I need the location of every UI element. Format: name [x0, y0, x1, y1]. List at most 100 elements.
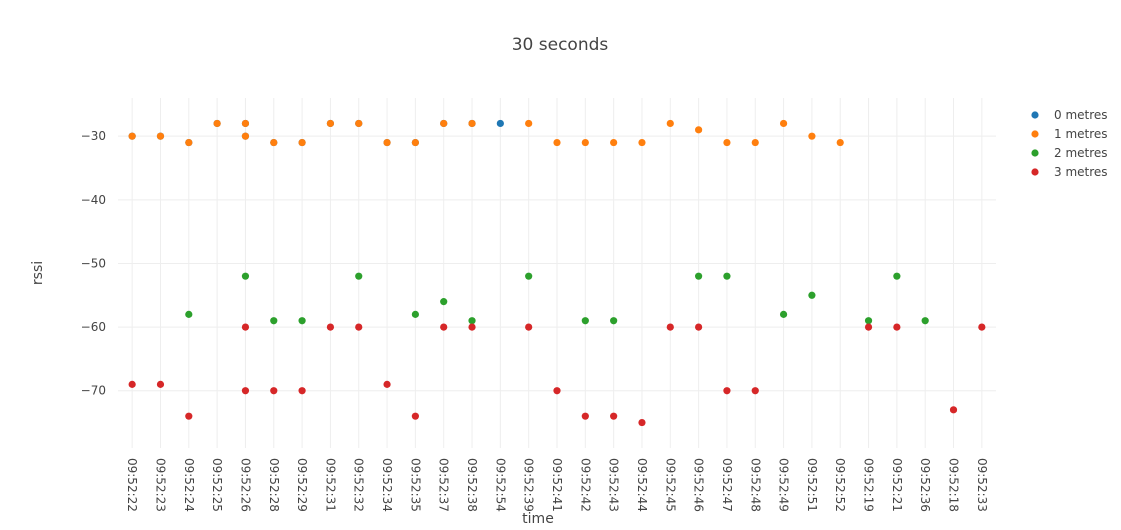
data-point-series-2	[411, 310, 419, 318]
data-point-series-1	[411, 138, 419, 147]
data-point-series-3	[553, 387, 561, 395]
x-tick-label: 09:52:34	[380, 458, 394, 512]
x-tick-label: 09:52:38	[465, 458, 479, 512]
gridlines	[118, 98, 996, 448]
x-tick-label: 09:52:29	[295, 458, 309, 512]
data-point-series-3	[270, 387, 278, 395]
data-point-series-1	[298, 138, 306, 147]
data-point-series-3	[695, 323, 703, 331]
legend-marker	[1031, 111, 1039, 119]
x-tick-label: 09:52:48	[748, 458, 762, 512]
legend-label: 0 metres	[1054, 108, 1108, 122]
data-point-series-1	[270, 138, 278, 147]
y-tick-label: −50	[81, 256, 106, 270]
legend-marker	[1031, 168, 1039, 176]
data-point-series-3	[156, 380, 165, 388]
data-point-series-2	[270, 317, 278, 325]
data-point-series-2	[723, 272, 731, 280]
x-tick-label: 09:52:47	[720, 458, 734, 512]
data-point-series-1	[128, 132, 136, 140]
data-point-series-3	[241, 323, 250, 331]
legend: 0 metres 1 metres 2 metres 3 metres	[1031, 108, 1108, 179]
x-tick-label: 09:52:31	[323, 458, 337, 512]
data-point-series-2	[808, 291, 816, 299]
data-point-series-1	[808, 132, 816, 140]
data-point-series-3	[326, 323, 335, 331]
x-tick-label: 09:52:22	[125, 458, 139, 512]
data-point-series-3	[949, 406, 958, 414]
data-point-series-2	[779, 310, 788, 318]
x-tick-label: 09:52:51	[805, 458, 819, 512]
data-point-series-1	[440, 119, 448, 128]
data-point-series-1	[213, 119, 221, 128]
x-tick-label: 09:52:43	[607, 458, 621, 512]
x-tick-label: 09:52:35	[408, 458, 422, 512]
data-point-series-1	[468, 119, 476, 128]
x-tick-label: 09:52:28	[267, 458, 281, 512]
data-point-series-3	[128, 380, 136, 388]
x-tick-label: 09:52:49	[777, 458, 791, 512]
data-point-series-2	[525, 272, 533, 280]
data-point-series-3	[638, 418, 646, 427]
data-point-series-1	[581, 138, 589, 147]
data-point-series-2	[440, 298, 448, 306]
data-point-series-1	[751, 138, 759, 147]
data-point-series-1	[326, 119, 335, 128]
data-point-series-2	[864, 317, 873, 325]
data-point-series-2	[355, 272, 363, 280]
data-point-series-1	[610, 138, 618, 147]
data-point-series-3	[241, 387, 250, 395]
x-axis-title: time	[522, 511, 554, 527]
data-point-series-2	[695, 272, 703, 280]
data-point-series-1	[836, 138, 844, 147]
data-point-series-2	[298, 317, 306, 325]
data-point-series-2	[921, 317, 929, 325]
x-tick-label: 09:52:41	[550, 458, 564, 512]
x-tick-label: 09:52:21	[890, 458, 904, 512]
data-point-series-1	[383, 138, 391, 147]
x-tick-label: 09:52:36	[918, 458, 932, 512]
data-point-series-2	[468, 317, 476, 325]
legend-marker	[1031, 130, 1039, 138]
legend-label: 3 metres	[1054, 165, 1108, 179]
data-point-series-3	[666, 323, 674, 331]
data-point-series-1	[638, 138, 646, 147]
data-point-series-1	[241, 132, 250, 140]
data-point-series-2	[893, 272, 901, 280]
data-point-series-3	[893, 323, 901, 331]
x-tick-label: 09:52:26	[238, 458, 252, 512]
data-points	[128, 119, 986, 427]
data-point-series-1	[156, 132, 165, 140]
data-point-series-0	[496, 119, 504, 128]
y-axis-title: rssi	[30, 261, 46, 285]
y-tick-label: −60	[81, 320, 106, 334]
x-tick-label: 09:52:39	[522, 458, 536, 512]
x-tick-label: 09:52:46	[692, 458, 706, 512]
x-tick-label: 09:52:45	[663, 458, 677, 512]
data-point-series-1	[723, 138, 731, 147]
x-tick-label: 09:52:44	[635, 458, 649, 512]
data-point-series-1	[553, 138, 561, 147]
data-point-series-3	[383, 380, 391, 388]
data-point-series-1	[666, 119, 674, 128]
data-point-series-3	[610, 412, 618, 420]
y-axis-ticks: −30 −40 −50 −60 −70	[81, 129, 106, 398]
x-tick-label: 09:52:42	[578, 458, 592, 512]
legend-label: 2 metres	[1054, 146, 1108, 160]
y-tick-label: −30	[81, 129, 106, 143]
legend-label: 1 metres	[1054, 127, 1108, 141]
y-tick-label: −40	[81, 193, 106, 207]
x-tick-label: 09:52:24	[182, 458, 196, 512]
data-point-series-1	[241, 119, 250, 128]
data-point-series-2	[185, 310, 193, 318]
x-tick-label: 09:52:52	[833, 458, 847, 512]
data-point-series-3	[978, 323, 986, 331]
data-point-series-3	[298, 387, 306, 395]
x-tick-label: 09:52:23	[153, 458, 167, 512]
x-tick-label: 09:52:37	[437, 458, 451, 512]
data-point-series-1	[695, 126, 703, 134]
x-tick-label: 09:52:33	[975, 458, 989, 512]
data-point-series-1	[525, 119, 533, 128]
data-point-series-3	[581, 412, 589, 420]
